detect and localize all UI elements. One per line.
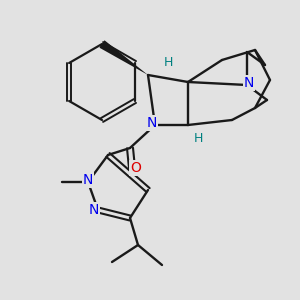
Text: O: O xyxy=(130,161,141,175)
Text: H: H xyxy=(163,56,173,68)
Text: N: N xyxy=(83,173,93,187)
Text: H: H xyxy=(193,131,203,145)
Text: N: N xyxy=(244,76,254,90)
Text: N: N xyxy=(89,203,99,217)
Text: N: N xyxy=(147,116,157,130)
Polygon shape xyxy=(100,40,148,75)
